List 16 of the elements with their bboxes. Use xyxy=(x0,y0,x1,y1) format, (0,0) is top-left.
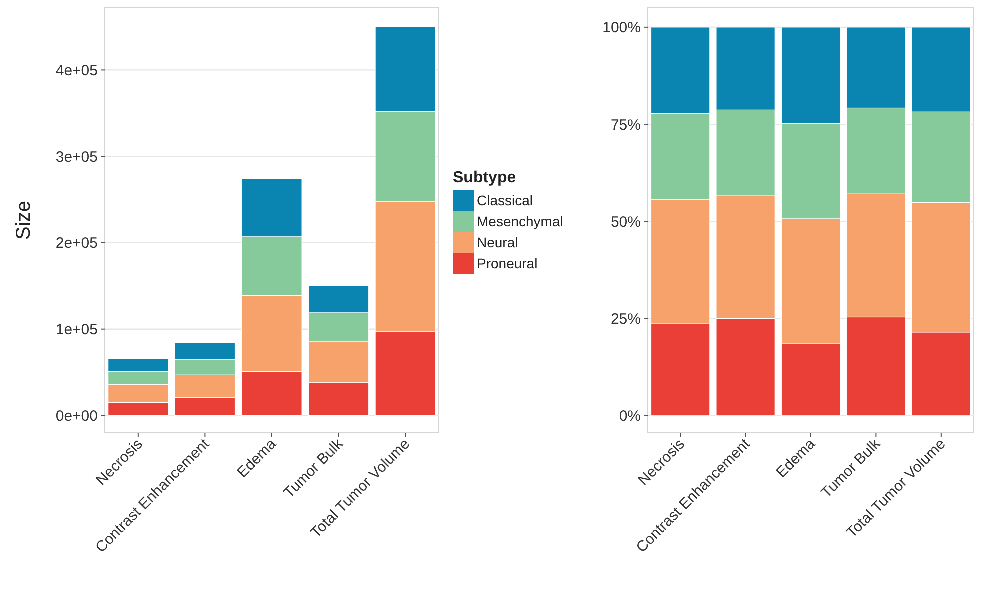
legend-label: Mesenchymal xyxy=(477,214,564,230)
legend-label: Proneural xyxy=(477,256,538,272)
y-axis-title: Size xyxy=(13,201,35,240)
y-tick-label: 4e+05 xyxy=(56,62,98,80)
y-tick-label: 3e+05 xyxy=(56,148,98,166)
legend-label: Neural xyxy=(477,234,518,250)
y-tick-label: 2e+05 xyxy=(56,235,98,252)
y-tick-label: 100% xyxy=(602,20,641,37)
y-tick-label: 50% xyxy=(610,214,641,231)
legend-label: Classical xyxy=(477,192,534,208)
y-tick-label: 0e+00 xyxy=(56,408,98,425)
y-tick-label: 75% xyxy=(610,116,641,134)
y-tick-label: 25% xyxy=(610,311,641,328)
y-tick-label: 1e+05 xyxy=(56,322,98,339)
legend-title: Subtype xyxy=(453,170,516,186)
y-tick-label: 0% xyxy=(619,408,641,426)
